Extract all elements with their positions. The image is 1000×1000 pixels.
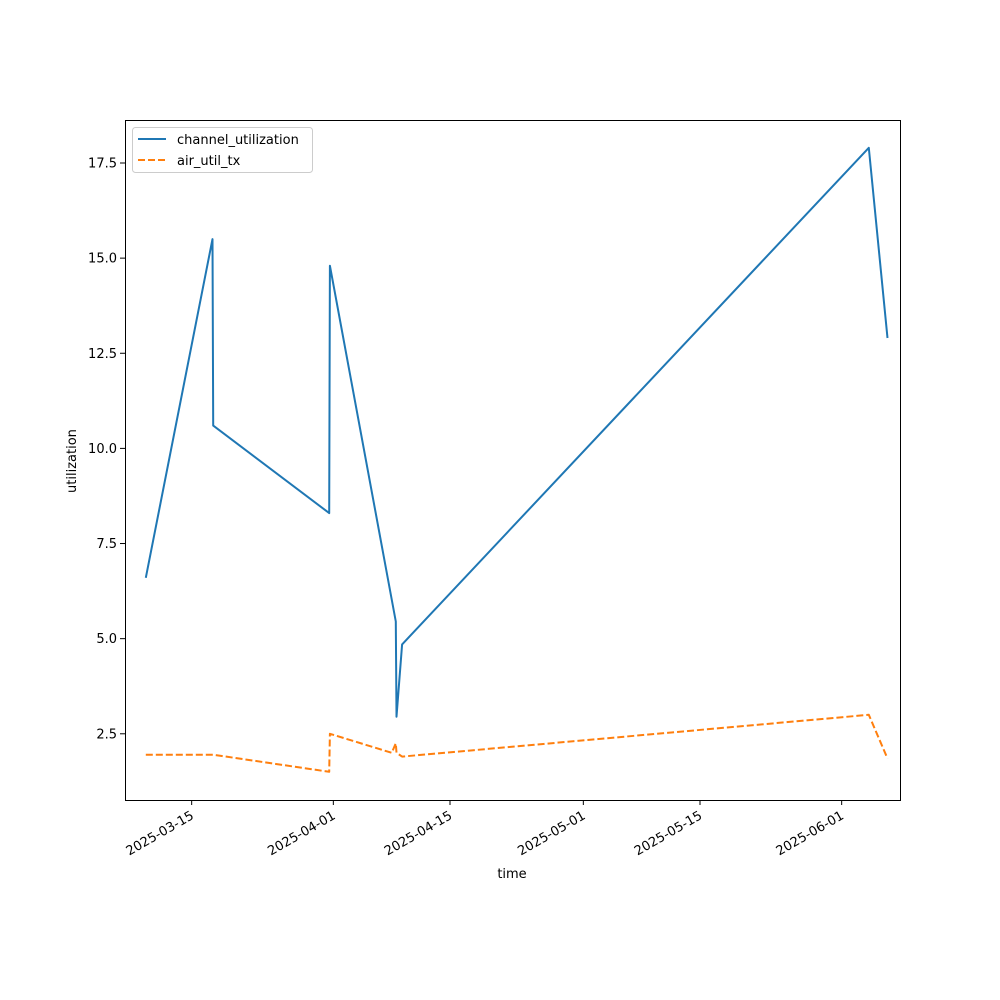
y-tick-label: 7.5 xyxy=(96,537,117,552)
legend-label-channel-utilization: channel_utilization xyxy=(177,133,299,148)
y-tick-label: 2.5 xyxy=(96,727,117,742)
y-axis: 2.5 5.0 7.5 10.0 12.5 15.0 17.5 xyxy=(88,156,125,742)
y-tick-label: 10.0 xyxy=(88,442,117,457)
legend: channel_utilization air_util_tx xyxy=(132,127,313,173)
plot-frame xyxy=(125,120,901,801)
y-tick-label: 15.0 xyxy=(88,252,117,267)
legend-label-air-util-tx: air_util_tx xyxy=(177,154,241,169)
y-axis-title: utilization xyxy=(65,429,80,493)
x-axis-title: time xyxy=(497,867,526,882)
series-layer xyxy=(144,146,889,773)
y-tick-label: 5.0 xyxy=(96,632,117,647)
legend-box xyxy=(132,127,313,173)
y-tick-label: 17.5 xyxy=(88,156,117,171)
series-line-channel-utilization xyxy=(144,146,889,718)
series-line-air-util-tx xyxy=(145,713,889,773)
y-tick-label: 12.5 xyxy=(88,347,117,362)
